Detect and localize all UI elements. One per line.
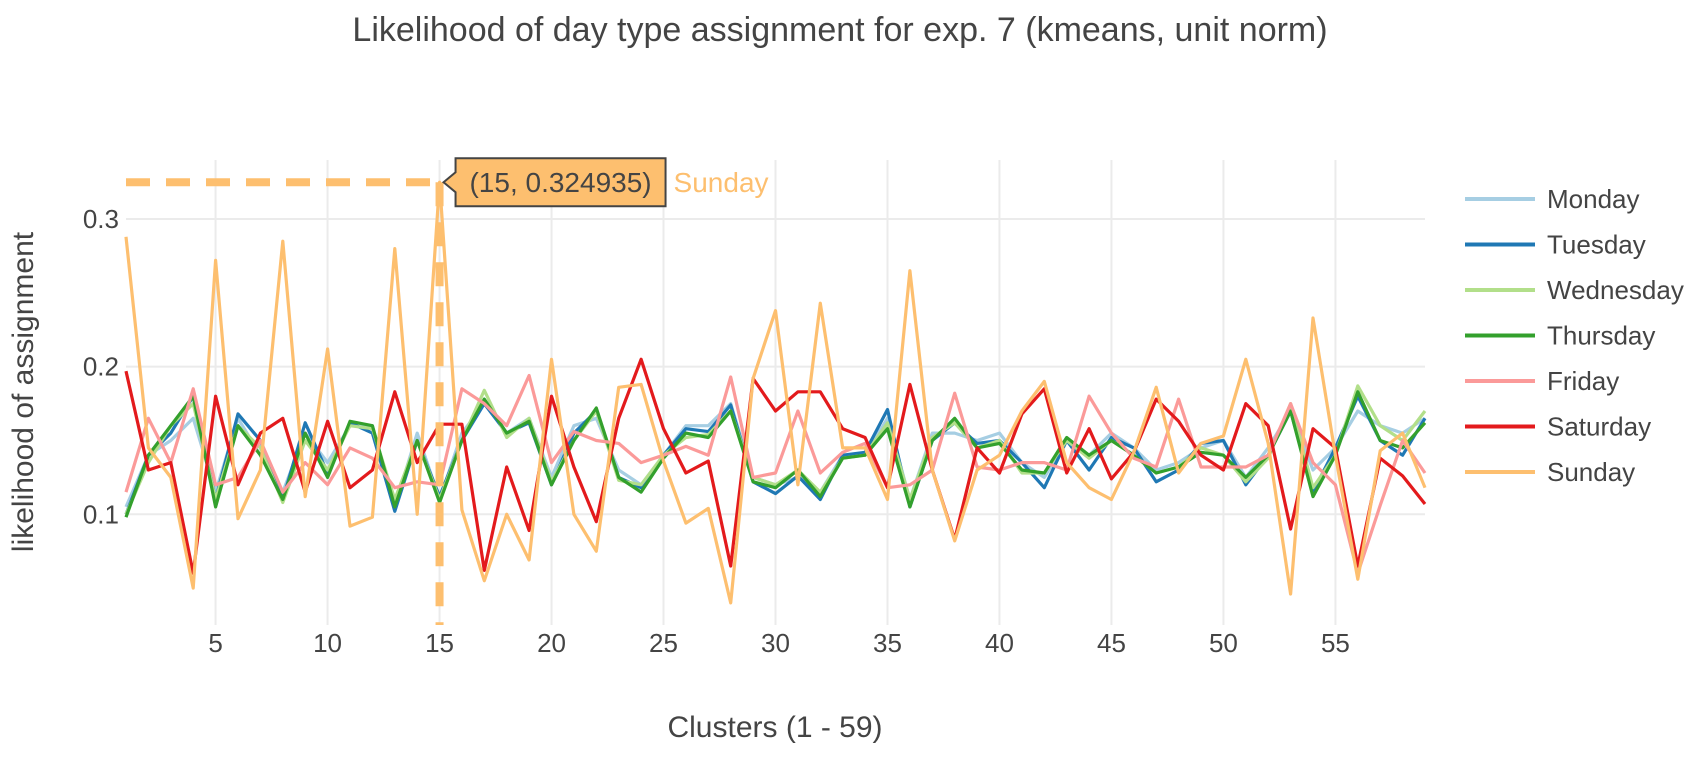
series-lines[interactable] [124,180,1427,605]
legend-item-thursday[interactable]: Thursday [1465,321,1655,351]
y-axis-title: likelihood of assignment [7,231,40,552]
legend[interactable]: Monday Tuesday Wednesday Thursday Friday Satu… [1465,184,1684,487]
legend-item-tuesday[interactable]: Tuesday [1465,230,1646,260]
legend-item-sunday[interactable]: Sunday [1465,457,1635,487]
x-tick-label: 35 [873,628,902,658]
x-axis-ticks: 5 10 15 20 25 30 35 40 45 50 55 [208,628,1350,658]
legend-label: Thursday [1547,321,1655,351]
legend-item-wednesday[interactable]: Wednesday [1465,275,1684,305]
y-tick-label: 0.1 [83,499,119,529]
legend-label: Saturday [1547,412,1651,442]
x-tick-label: 40 [985,628,1014,658]
legend-item-monday[interactable]: Monday [1465,184,1640,214]
legend-item-saturday[interactable]: Saturday [1465,412,1651,442]
x-tick-label: 45 [1097,628,1126,658]
legend-label: Tuesday [1547,230,1646,260]
legend-item-friday[interactable]: Friday [1465,366,1619,396]
series-line-sunday[interactable] [124,180,1427,605]
legend-label: Monday [1547,184,1640,214]
x-tick-label: 55 [1321,628,1350,658]
series-line-thursday[interactable] [124,390,1427,518]
x-tick-label: 10 [313,628,342,658]
hover-tooltip-value: (15, 0.324935) [469,167,651,198]
y-axis-ticks: 0.1 0.2 0.3 [83,204,119,529]
y-tick-label: 0.2 [83,352,119,382]
x-tick-label: 5 [208,628,222,658]
hover-annotation: (15, 0.324935) Sunday [126,157,769,625]
x-tick-label: 15 [425,628,454,658]
legend-label: Sunday [1547,457,1635,487]
hover-tooltip-series: Sunday [674,167,769,198]
y-tick-label: 0.3 [83,204,119,234]
x-tick-label: 50 [1209,628,1238,658]
grid [126,160,1425,625]
x-axis-title: Clusters (1 - 59) [667,711,882,744]
hover-tooltip-box [441,157,667,208]
legend-label: Wednesday [1547,275,1684,305]
chart-title: Likelihood of day type assignment for ex… [352,11,1327,49]
x-tick-label: 20 [537,628,566,658]
x-tick-label: 30 [761,628,790,658]
legend-label: Friday [1547,366,1619,396]
x-tick-label: 25 [649,628,678,658]
